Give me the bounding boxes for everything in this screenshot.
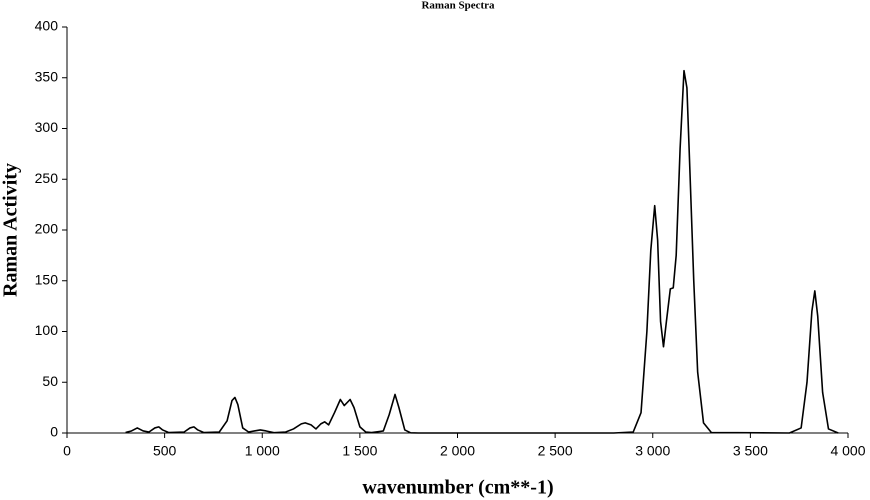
y-axis-label: Raman Activity [0, 163, 22, 297]
x-tick-label: 1 000 [245, 443, 280, 459]
x-tick-label: 2 000 [440, 443, 475, 459]
x-axis-label: wavenumber (cm**-1) [362, 477, 553, 499]
x-tick-label: 4 000 [830, 443, 865, 459]
x-tick-label: 3 500 [733, 443, 768, 459]
y-tick-label: 400 [35, 18, 59, 34]
y-tick-label: 50 [42, 373, 58, 389]
y-tick-label: 0 [50, 424, 58, 440]
y-tick-label: 100 [35, 322, 59, 338]
x-tick-label: 3 000 [635, 443, 670, 459]
y-tick-label: 250 [35, 170, 59, 186]
spectrum-line [125, 69, 839, 434]
y-tick-label: 200 [35, 221, 59, 237]
y-tick-label: 300 [35, 119, 59, 135]
x-tick-label: 1 500 [342, 443, 377, 459]
y-tick-label: 150 [35, 271, 59, 287]
y-tick-label: 350 [35, 68, 59, 84]
x-tick-label: 0 [63, 443, 71, 459]
x-tick-label: 2 500 [538, 443, 573, 459]
x-tick-label: 500 [153, 443, 177, 459]
chart-title: Raman Spectra [421, 0, 495, 12]
